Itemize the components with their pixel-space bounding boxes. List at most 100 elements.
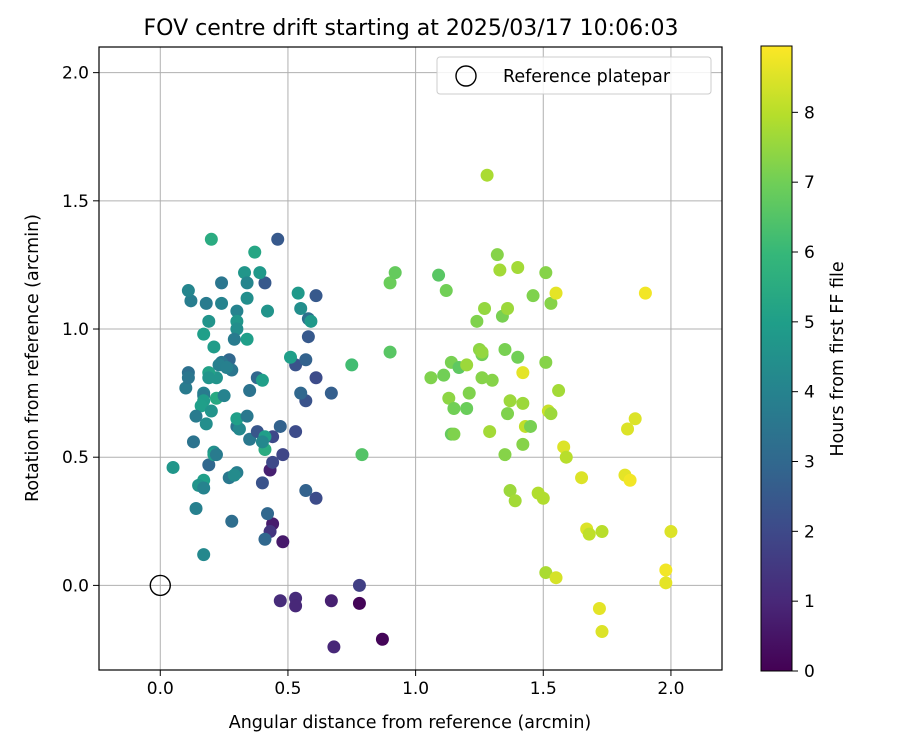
scatter-point bbox=[197, 481, 211, 495]
scatter-point bbox=[227, 468, 241, 482]
scatter-point bbox=[199, 296, 213, 310]
scatter-point bbox=[638, 286, 652, 300]
legend: Reference platepar bbox=[436, 56, 712, 95]
scatter-point bbox=[197, 548, 211, 562]
legend-box bbox=[436, 56, 712, 95]
scatter-point bbox=[253, 266, 267, 280]
colorbar-gradient bbox=[760, 45, 793, 672]
scatter-point bbox=[511, 260, 525, 274]
y-tick-label: 2.0 bbox=[62, 64, 89, 84]
colorbar: 0 1 2 3 4 5 6 7 8 Hours from first FF file bbox=[760, 45, 848, 682]
scatter-point bbox=[503, 484, 517, 498]
scatter-point bbox=[388, 266, 402, 280]
scatter-point bbox=[255, 476, 269, 490]
scatter-point bbox=[498, 448, 512, 462]
scatter-point bbox=[544, 296, 558, 310]
scatter-point bbox=[478, 302, 492, 316]
colorbar-tick-label: 1 bbox=[804, 592, 815, 612]
scatter-point bbox=[271, 232, 285, 246]
scatter-point bbox=[258, 532, 272, 546]
scatter-point bbox=[493, 263, 507, 277]
scatter-point bbox=[623, 473, 637, 487]
scatter-point bbox=[447, 401, 461, 415]
scatter-point bbox=[248, 245, 262, 259]
scatter-point bbox=[526, 289, 540, 303]
scatter-point bbox=[480, 168, 494, 182]
scatter-point bbox=[202, 371, 216, 385]
colorbar-tick-label: 4 bbox=[804, 383, 815, 403]
scatter-point bbox=[225, 514, 239, 528]
scatter-point bbox=[294, 386, 308, 400]
scatter-point bbox=[181, 284, 195, 298]
scatter-point bbox=[355, 448, 369, 462]
scatter-point bbox=[202, 458, 216, 472]
scatter-point bbox=[299, 353, 313, 367]
scatter-point bbox=[289, 425, 303, 439]
scatter-point bbox=[184, 294, 198, 308]
scatter-point bbox=[283, 350, 297, 364]
scatter-point bbox=[294, 302, 308, 316]
scatter-point bbox=[592, 601, 606, 615]
scatter-point bbox=[255, 373, 269, 387]
grid-lines bbox=[99, 47, 722, 670]
scatter-point bbox=[324, 386, 338, 400]
scatter-point bbox=[352, 578, 366, 592]
colorbar-ticks: 0 1 2 3 4 5 6 7 8 bbox=[792, 103, 815, 682]
scatter-point bbox=[503, 394, 517, 408]
scatter-point bbox=[230, 322, 244, 336]
scatter-point bbox=[309, 289, 323, 303]
scatter-point bbox=[309, 491, 323, 505]
scatter-point bbox=[424, 371, 438, 385]
y-tick-label: 1.0 bbox=[62, 320, 89, 340]
legend-marker-icon bbox=[455, 65, 477, 87]
y-axis-label: Rotation from reference (arcmin) bbox=[23, 214, 43, 502]
scatter-point bbox=[557, 440, 571, 454]
scatter-point bbox=[536, 491, 550, 505]
legend-entry-label: Reference platepar bbox=[503, 67, 671, 87]
scatter-point bbox=[659, 576, 673, 590]
colorbar-tick-label: 8 bbox=[804, 103, 815, 123]
y-axis-ticks: 0.0 0.5 1.0 1.5 2.0 bbox=[62, 64, 99, 596]
scatter-point bbox=[552, 384, 566, 398]
x-axis-label: Angular distance from reference (arcmin) bbox=[229, 713, 592, 733]
x-tick-label: 1.0 bbox=[402, 679, 429, 699]
x-tick-label: 0.5 bbox=[274, 679, 301, 699]
colorbar-tick-label: 5 bbox=[804, 313, 815, 333]
y-tick-label: 1.5 bbox=[62, 192, 89, 212]
scatter-point bbox=[501, 302, 515, 316]
scatter-point bbox=[276, 448, 290, 462]
scatter-point bbox=[255, 435, 269, 449]
scatter-point bbox=[544, 407, 558, 421]
scatter-point bbox=[621, 422, 635, 436]
scatter-point bbox=[575, 471, 589, 485]
scatter-point bbox=[508, 494, 522, 508]
scatter-point bbox=[447, 427, 461, 441]
x-tick-label: 2.0 bbox=[657, 679, 684, 699]
scatter-point bbox=[291, 286, 305, 300]
scatter-point bbox=[498, 343, 512, 357]
colorbar-tick-label: 0 bbox=[804, 662, 815, 682]
scatter-point bbox=[227, 332, 241, 346]
scatter-point bbox=[549, 286, 563, 300]
scatter-point bbox=[475, 371, 489, 385]
scatter-point bbox=[194, 399, 208, 413]
colorbar-label: Hours from first FF file bbox=[828, 261, 848, 456]
scatter-point bbox=[189, 409, 203, 423]
scatter-point bbox=[197, 327, 211, 341]
colorbar-tick-label: 7 bbox=[804, 173, 815, 193]
scatter-point bbox=[595, 525, 609, 539]
scatter-point bbox=[559, 450, 573, 464]
x-axis-ticks: 0.0 0.5 1.0 1.5 2.0 bbox=[147, 670, 684, 699]
scatter-point bbox=[628, 412, 642, 426]
scatter-point bbox=[327, 640, 341, 654]
scatter-point bbox=[220, 360, 234, 374]
colorbar-tick-label: 2 bbox=[804, 522, 815, 542]
scatter-point bbox=[460, 358, 474, 372]
scatter-point bbox=[179, 381, 193, 395]
scatter-point bbox=[437, 368, 451, 382]
scatter-point bbox=[181, 371, 195, 385]
scatter-point bbox=[261, 304, 275, 318]
scatter-point bbox=[207, 340, 221, 354]
scatter-point bbox=[240, 276, 254, 290]
scatter-point bbox=[199, 417, 213, 431]
